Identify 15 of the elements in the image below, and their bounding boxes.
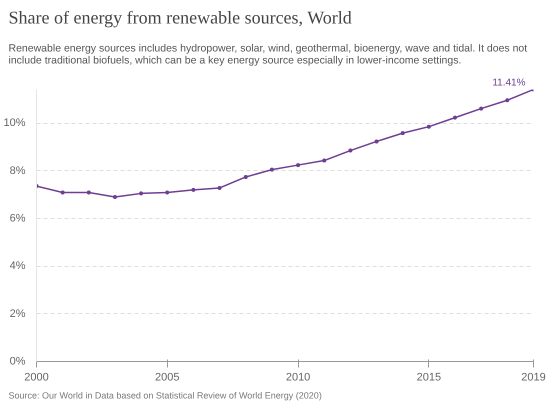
y-tick-label: 4% <box>10 260 26 272</box>
y-tick-label: 6% <box>10 212 26 224</box>
y-tick-label: 8% <box>10 164 26 177</box>
x-tick-label: 2019 <box>521 372 546 384</box>
x-tick-label: 2005 <box>155 372 180 384</box>
source-note: Source: Our World in Data based on Statistical Review of World Energy (2020) <box>8 390 322 400</box>
y-tick-label: 0% <box>10 356 26 368</box>
chart-subtitle: Renewable energy sources includes hydropower, solar, wind, geothermal, bioenergy, wave and tidal. It does not include traditional biofuels, which can be a key energy source especially in lower-income settings. <box>8 42 528 66</box>
x-tick-label: 2010 <box>286 372 310 384</box>
y-tick-label: 10% <box>3 117 26 130</box>
data-label: 11.41% <box>492 78 526 88</box>
y-tick-label: 2% <box>10 308 26 320</box>
chart-title: Share of energy from renewable sources, World <box>8 8 352 28</box>
x-tick-label: 2015 <box>416 372 442 384</box>
x-tick-label: 2000 <box>24 372 49 384</box>
